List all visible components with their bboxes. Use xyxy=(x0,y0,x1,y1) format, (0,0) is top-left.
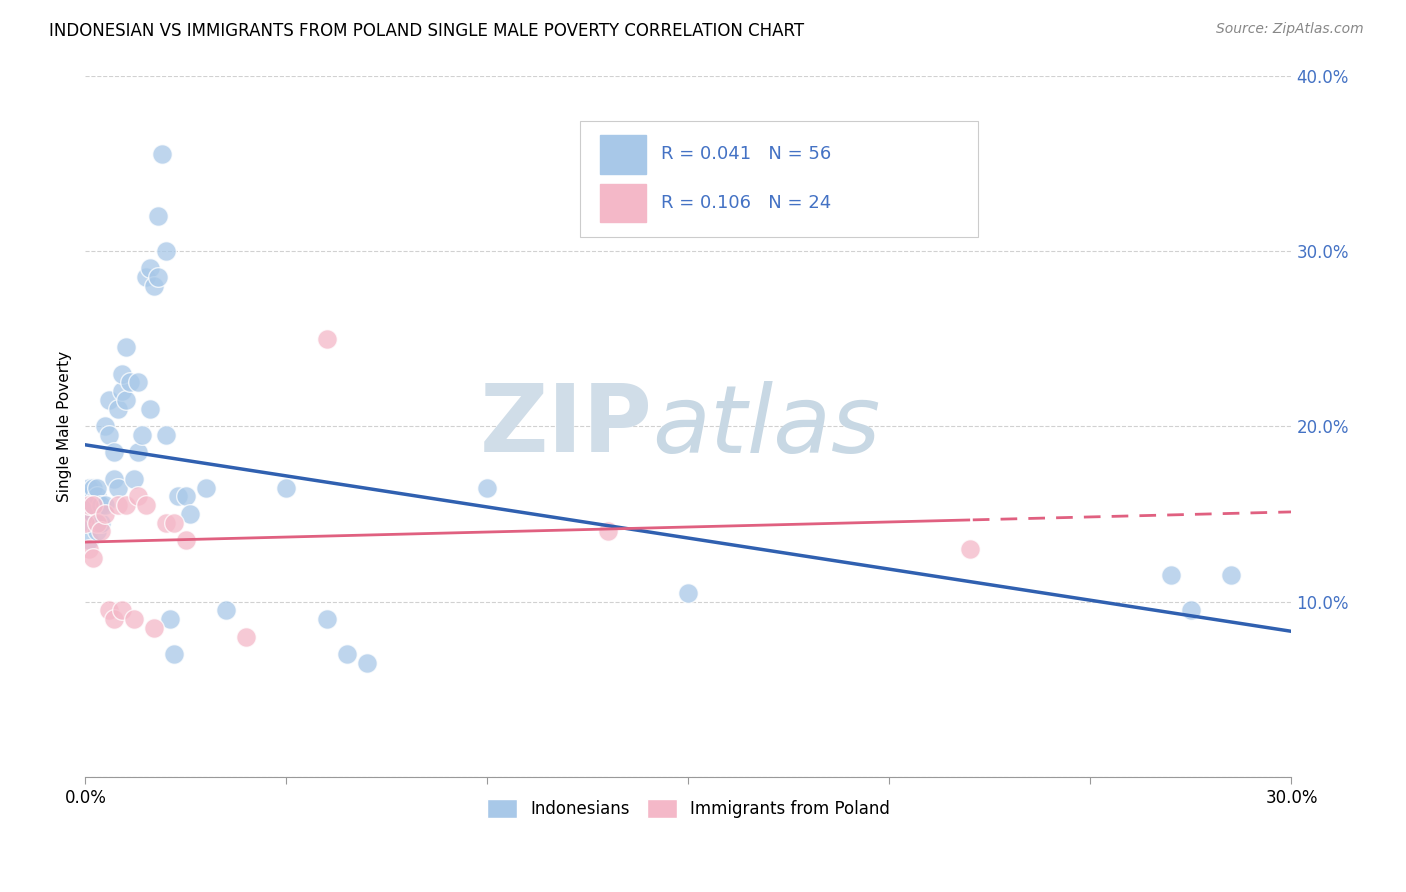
Point xyxy=(79,541,101,556)
Point xyxy=(127,445,149,459)
Point xyxy=(90,498,112,512)
Bar xyxy=(600,136,647,174)
Point xyxy=(235,630,257,644)
Point xyxy=(122,472,145,486)
Point xyxy=(138,261,160,276)
Point xyxy=(142,621,165,635)
Point xyxy=(79,498,101,512)
Bar xyxy=(600,185,647,222)
Text: atlas: atlas xyxy=(652,381,880,472)
Point xyxy=(135,270,157,285)
Point xyxy=(146,270,169,285)
Point xyxy=(82,550,104,565)
Point xyxy=(155,516,177,530)
Point xyxy=(114,498,136,512)
Text: ZIP: ZIP xyxy=(479,380,652,472)
Text: INDONESIAN VS IMMIGRANTS FROM POLAND SINGLE MALE POVERTY CORRELATION CHART: INDONESIAN VS IMMIGRANTS FROM POLAND SIN… xyxy=(49,22,804,40)
Point xyxy=(195,481,218,495)
Point xyxy=(155,244,177,258)
Point xyxy=(166,489,188,503)
Point xyxy=(1160,568,1182,582)
Point xyxy=(90,516,112,530)
Point xyxy=(122,612,145,626)
Point xyxy=(179,507,201,521)
Point xyxy=(82,507,104,521)
Point xyxy=(98,392,121,407)
Point xyxy=(79,481,101,495)
Point xyxy=(155,428,177,442)
Point xyxy=(75,498,97,512)
Point xyxy=(79,533,101,548)
Point xyxy=(146,209,169,223)
Point xyxy=(127,489,149,503)
Y-axis label: Single Male Poverty: Single Male Poverty xyxy=(58,351,72,502)
Point xyxy=(94,419,117,434)
Point xyxy=(98,428,121,442)
Point xyxy=(107,481,129,495)
Text: R = 0.106   N = 24: R = 0.106 N = 24 xyxy=(661,194,831,212)
Point xyxy=(94,498,117,512)
Point xyxy=(276,481,298,495)
Point xyxy=(103,612,125,626)
Point xyxy=(315,612,337,626)
Point xyxy=(86,481,108,495)
Point xyxy=(90,524,112,539)
Point xyxy=(86,516,108,530)
Point xyxy=(75,516,97,530)
Point xyxy=(163,516,186,530)
Point xyxy=(98,603,121,617)
Point xyxy=(86,524,108,539)
Text: R = 0.041   N = 56: R = 0.041 N = 56 xyxy=(661,145,831,163)
FancyBboxPatch shape xyxy=(579,121,979,237)
Point xyxy=(159,612,181,626)
Point xyxy=(163,647,186,661)
Point xyxy=(114,340,136,354)
Point xyxy=(477,481,499,495)
Point xyxy=(107,401,129,416)
Point xyxy=(174,533,197,548)
Point xyxy=(94,507,117,521)
Point xyxy=(103,472,125,486)
Point xyxy=(356,656,378,670)
Point xyxy=(118,376,141,390)
Point xyxy=(315,332,337,346)
Point xyxy=(75,516,97,530)
Point xyxy=(103,445,125,459)
Point xyxy=(959,541,981,556)
Point xyxy=(1180,603,1202,617)
Point xyxy=(107,498,129,512)
Point xyxy=(336,647,359,661)
Point xyxy=(82,498,104,512)
Point xyxy=(82,498,104,512)
Point xyxy=(215,603,238,617)
Point xyxy=(86,489,108,503)
Legend: Indonesians, Immigrants from Poland: Indonesians, Immigrants from Poland xyxy=(481,792,897,824)
Point xyxy=(138,401,160,416)
Point xyxy=(150,147,173,161)
Text: Source: ZipAtlas.com: Source: ZipAtlas.com xyxy=(1216,22,1364,37)
Point xyxy=(110,367,132,381)
Point xyxy=(135,498,157,512)
Point xyxy=(110,603,132,617)
Point xyxy=(114,392,136,407)
Point xyxy=(110,384,132,398)
Point xyxy=(127,376,149,390)
Point xyxy=(1220,568,1243,582)
Point xyxy=(79,498,101,512)
Point xyxy=(174,489,197,503)
Point xyxy=(678,586,700,600)
Point xyxy=(596,524,619,539)
Point xyxy=(79,489,101,503)
Point xyxy=(142,279,165,293)
Point xyxy=(82,481,104,495)
Point xyxy=(131,428,153,442)
